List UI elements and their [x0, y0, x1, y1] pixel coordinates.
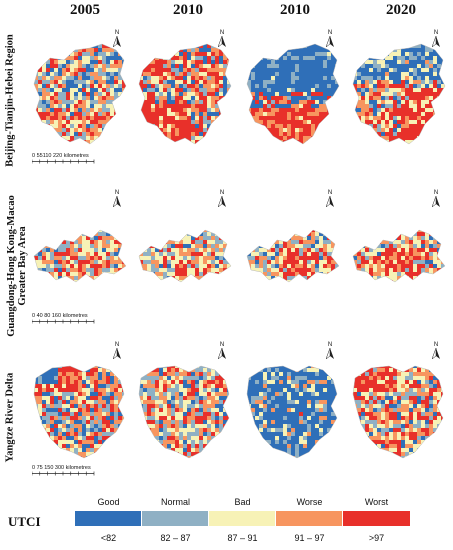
north-arrow-icon: N: [217, 30, 227, 47]
scale-bar-label: 0 55110 220 kilometres: [32, 153, 89, 159]
column-title-2010-a: 2010: [173, 2, 203, 18]
north-arrow-icon: N: [325, 342, 335, 359]
north-arrow-icon: N: [325, 30, 335, 47]
legend-swatch-normal: [142, 511, 209, 526]
north-label: N: [433, 342, 439, 348]
legend-class-label: Normal: [160, 497, 190, 507]
north-arrow-icon: N: [431, 190, 441, 207]
legend-range-label: >97: [368, 533, 385, 543]
legend-swatch-worst: [343, 511, 410, 526]
column-title-2020: 2020: [386, 2, 416, 18]
north-label: N: [219, 342, 225, 348]
north-arrow-icon: N: [325, 190, 335, 207]
north-label: N: [219, 30, 225, 36]
legend-title: UTCI: [8, 514, 41, 529]
north-arrow-icon: N: [112, 30, 122, 47]
map-panel: [349, 352, 449, 462]
legend-range-label: 87 – 91: [227, 533, 258, 543]
map-panel: [135, 200, 235, 310]
legend-swatch-good: [75, 511, 142, 526]
legend-class-label: Worst: [364, 497, 389, 507]
north-label: N: [114, 190, 120, 196]
map-panel: [30, 352, 130, 462]
map-panel: [135, 40, 235, 150]
legend-class-label: Good: [97, 497, 120, 507]
map-panel: [243, 40, 343, 150]
scale-bar: 0 55110 220 kilometres: [31, 153, 102, 166]
north-arrow-icon: N: [112, 190, 122, 207]
north-arrow-icon: N: [431, 30, 441, 47]
row-label-yangtze: Yangtze River Delta: [4, 372, 16, 463]
north-label: N: [327, 30, 333, 36]
map-panel: [30, 200, 130, 310]
map-panel: [349, 200, 449, 310]
north-label: N: [219, 190, 225, 196]
north-label: N: [433, 190, 439, 196]
north-label: N: [114, 342, 120, 348]
map-panel: [243, 352, 343, 462]
legend-range-label: <82: [100, 533, 117, 543]
scale-bar-label: 0 75 150 300 kilometres: [32, 465, 91, 471]
map-panel: [349, 40, 449, 150]
north-label: N: [327, 190, 333, 196]
north-arrow-icon: N: [217, 342, 227, 359]
north-arrow-icon: N: [431, 342, 441, 359]
north-label: N: [114, 30, 120, 36]
scale-bar: 0 40 80 160 kilometres: [31, 313, 102, 326]
map-panel: [135, 352, 235, 462]
map-panel: [243, 200, 343, 310]
legend-range-label: 82 – 87: [160, 533, 191, 543]
map-panel: [30, 40, 130, 150]
row-label-greater-bay: Guangdong-Hong Kong-Macao Greater Bay Ar…: [6, 195, 28, 337]
legend-class-label: Bad: [234, 497, 251, 507]
column-title-2010-b: 2010: [280, 2, 310, 18]
scale-bar-label: 0 40 80 160 kilometres: [32, 313, 88, 319]
row-label-beijing: Beijing-Tianjin-Hebei Region: [4, 34, 16, 167]
legend-swatch-bad: [209, 511, 276, 526]
north-label: N: [327, 342, 333, 348]
north-arrow-icon: N: [112, 342, 122, 359]
legend-swatch-worse: [276, 511, 343, 526]
north-arrow-icon: N: [217, 190, 227, 207]
column-title-2005: 2005: [70, 2, 100, 18]
scale-bar: 0 75 150 300 kilometres: [31, 465, 102, 478]
legend-class-label: Worse: [296, 497, 323, 507]
legend-range-label: 91 – 97: [294, 533, 325, 543]
north-label: N: [433, 30, 439, 36]
